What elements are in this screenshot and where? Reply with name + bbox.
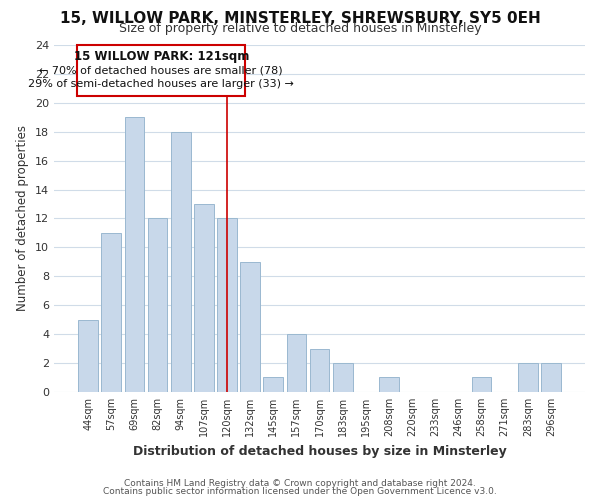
FancyBboxPatch shape <box>77 45 245 96</box>
Text: Contains public sector information licensed under the Open Government Licence v3: Contains public sector information licen… <box>103 487 497 496</box>
Bar <box>333 363 353 392</box>
Text: ← 70% of detached houses are smaller (78): ← 70% of detached houses are smaller (78… <box>40 66 283 76</box>
Bar <box>240 262 260 392</box>
Bar <box>310 348 329 392</box>
Bar <box>287 334 306 392</box>
Text: 29% of semi-detached houses are larger (33) →: 29% of semi-detached houses are larger (… <box>28 80 294 90</box>
Bar <box>541 363 561 392</box>
Bar <box>194 204 214 392</box>
Bar <box>171 132 191 392</box>
Bar <box>148 218 167 392</box>
Bar <box>125 118 144 392</box>
Bar <box>518 363 538 392</box>
X-axis label: Distribution of detached houses by size in Minsterley: Distribution of detached houses by size … <box>133 444 506 458</box>
Text: Size of property relative to detached houses in Minsterley: Size of property relative to detached ho… <box>119 22 481 35</box>
Text: 15 WILLOW PARK: 121sqm: 15 WILLOW PARK: 121sqm <box>74 50 249 62</box>
Bar <box>472 378 491 392</box>
Bar <box>379 378 399 392</box>
Bar <box>217 218 237 392</box>
Bar <box>78 320 98 392</box>
Text: Contains HM Land Registry data © Crown copyright and database right 2024.: Contains HM Land Registry data © Crown c… <box>124 478 476 488</box>
Bar <box>101 233 121 392</box>
Text: 15, WILLOW PARK, MINSTERLEY, SHREWSBURY, SY5 0EH: 15, WILLOW PARK, MINSTERLEY, SHREWSBURY,… <box>59 11 541 26</box>
Bar <box>263 378 283 392</box>
Y-axis label: Number of detached properties: Number of detached properties <box>16 126 29 312</box>
